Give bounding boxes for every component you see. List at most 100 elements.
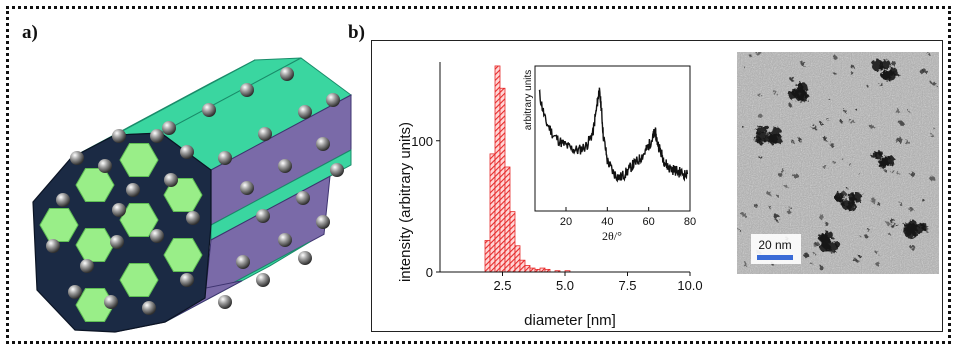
x-axis-label: diameter [nm] [524,312,616,329]
particle [859,255,862,259]
nanoparticle-sphere [162,121,176,135]
particle [891,224,895,228]
particle [791,140,795,144]
particle [789,206,792,209]
inset-x-tick-label: 20 [560,216,572,228]
particle-cluster [871,151,879,159]
nanoparticle-sphere [110,235,124,249]
particle [931,82,935,85]
nanoparticle-sphere [218,295,232,309]
particle-cluster [879,160,886,168]
particle [793,173,799,179]
panel-a-label: a) [22,22,38,43]
nanoparticle-sphere [180,145,194,159]
particle [889,218,895,224]
pore-channel [39,208,79,242]
particle [852,257,857,262]
nanoparticle-sphere [278,233,292,247]
nanoparticle-sphere [80,259,94,273]
nanoparticle-sphere [164,173,178,187]
nanoparticle-sphere [280,67,294,81]
nanoparticle-sphere [150,129,164,143]
particle [919,69,925,74]
particle [755,52,762,56]
scale-bar-label: 20 nm [758,238,791,252]
nanoparticle-sphere [316,215,330,229]
particle [924,227,929,232]
particle [822,164,827,169]
histogram-bar [489,153,496,273]
particle [826,117,829,121]
nanoparticle-sphere [218,151,232,165]
nanoparticle-sphere [296,191,310,205]
particle [897,137,903,143]
particle-cluster [756,125,767,136]
x-tick-label: 7.5 [618,278,636,293]
inset-x-axis-label: 2θ/° [602,229,622,243]
particle [832,160,836,164]
particle [840,120,844,124]
size-distribution-chart: 2.5 5.0 7.5 10.0 0 100 diameter [nm] intensit… [397,62,703,329]
particle [896,171,900,175]
particle-cluster [771,126,782,137]
particle [775,219,778,222]
y-axis-label: intensity (arbitrary units) [397,122,414,282]
particle [798,93,802,96]
particle [899,202,903,206]
particle-cluster [792,89,801,98]
histogram-bar [509,211,516,273]
particle [824,222,829,226]
nanoparticle-sphere [316,137,330,151]
particle [930,134,934,138]
nanoparticle-sphere [326,93,340,107]
particle [895,109,901,114]
particle [909,207,914,212]
particle [870,197,877,204]
nanoparticle-sphere [56,193,70,207]
particle [899,121,904,126]
particle [929,175,935,181]
panel-b-label: b) [348,22,365,43]
nanoparticle-sphere [112,203,126,217]
histogram-bar [484,240,491,273]
particle [810,126,813,128]
particle [841,191,847,197]
particle [895,223,899,227]
nanoparticle-sphere [298,105,312,119]
particle [923,69,928,74]
particle-cluster [916,223,926,233]
particle [910,244,916,250]
particle [844,109,847,113]
pore-channel [119,203,159,237]
particle [748,53,752,57]
particle [803,252,809,258]
particle [800,61,806,67]
pore-channel [75,288,115,322]
scale-bar [757,255,793,260]
particle [813,252,816,256]
particle [743,66,746,68]
histogram-bar [514,245,521,273]
particle [797,138,802,142]
particle [818,214,824,220]
particle [869,124,874,129]
particle [765,133,769,136]
particle [890,169,895,174]
particle-cluster [847,192,855,200]
particle [865,84,869,88]
nanoparticle-sphere [98,159,112,173]
y-tick-label: 100 [411,134,433,149]
pore-channel [119,263,159,297]
particle [742,126,745,129]
ledge-face [210,149,352,241]
histogram-bar [539,267,546,273]
particle-cluster [834,241,841,248]
nanoparticle-sphere [150,229,164,243]
particle [742,262,748,267]
nanoparticle-sphere [256,209,270,223]
particle [783,184,788,188]
nanoparticle-sphere [240,83,254,97]
particle [857,172,860,175]
nanoparticle-sphere [278,159,292,173]
particle-cluster [799,91,807,99]
